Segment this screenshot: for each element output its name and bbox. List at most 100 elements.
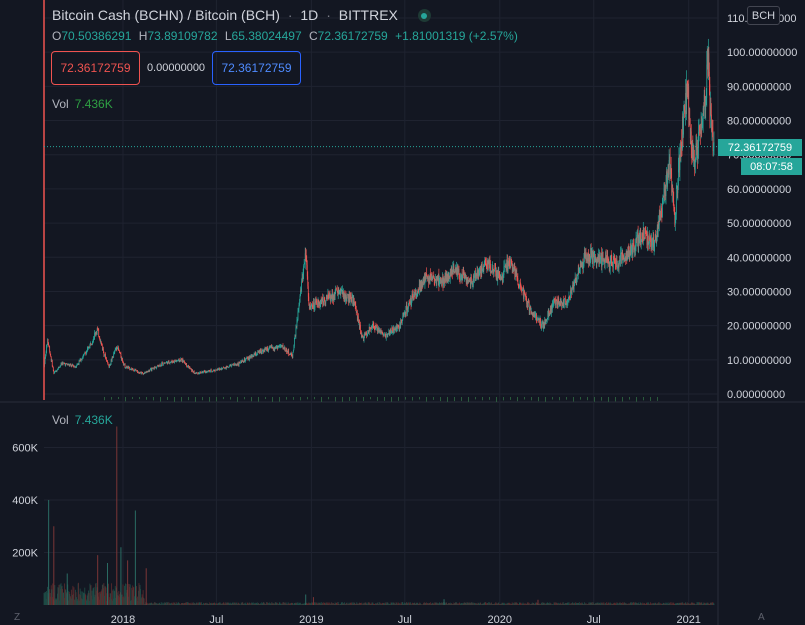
candle-body (163, 363, 165, 364)
volume-bar (607, 603, 609, 605)
volume-bar (491, 602, 492, 605)
volume-bar (596, 603, 598, 605)
candle-body (82, 357, 84, 358)
volume-bar (331, 602, 333, 605)
candle-body (413, 293, 415, 297)
buy-button[interactable]: 72.36172759 (212, 51, 301, 85)
candle-body (649, 237, 651, 241)
candle-body (593, 257, 595, 264)
volume-bar (452, 604, 454, 605)
volume-bar (58, 587, 59, 605)
volume-bar (586, 604, 587, 605)
candle-body (322, 298, 324, 304)
volume-bar (530, 604, 532, 605)
volume-bar (589, 602, 591, 605)
volume-bar (91, 595, 92, 605)
volume-bar (637, 603, 639, 605)
volume-bar (391, 602, 393, 605)
volume-bar (301, 603, 303, 605)
candle-body (319, 303, 321, 308)
candle-body (282, 345, 284, 350)
candle-body (144, 371, 146, 374)
volume-bar (417, 603, 419, 605)
volume-bar (444, 602, 445, 605)
volume-bar (381, 603, 383, 605)
candle-body (678, 168, 679, 186)
candle-body (412, 293, 413, 298)
volume-bar (320, 603, 322, 605)
candle-body (68, 364, 70, 366)
candle-body (280, 345, 281, 347)
candle-body (257, 351, 259, 353)
volume-bar (621, 604, 623, 605)
candle-body (169, 362, 171, 364)
candle-body (709, 71, 710, 85)
overlay-volume-bar (146, 397, 147, 400)
candle-body (564, 298, 566, 300)
candle-body (416, 293, 418, 295)
volume-bar (519, 602, 520, 605)
volume-bar (705, 603, 707, 605)
volume-bar (703, 603, 705, 605)
candle-body (526, 297, 527, 304)
overlay-volume-bar (356, 397, 357, 402)
candle-body (441, 280, 442, 284)
candle-body (302, 277, 303, 279)
volume-bar (219, 602, 221, 605)
candle-body (592, 253, 594, 263)
volume-bar (54, 585, 56, 605)
candle-body (177, 359, 179, 361)
symbol-header[interactable]: Bitcoin Cash (BCHN) / Bitcoin (BCH) · 1D… (52, 7, 435, 23)
candle-body (64, 363, 65, 364)
volume-bar (306, 602, 308, 605)
candle-body (409, 302, 410, 303)
auto-scale-icon[interactable]: A (758, 612, 765, 623)
candle-body (373, 325, 375, 328)
volume-bar (279, 602, 281, 605)
volume-bar (645, 603, 647, 605)
volume-bar (549, 602, 551, 605)
volume-bar (237, 603, 238, 605)
volume-bar (381, 603, 382, 605)
volume-bar (388, 604, 390, 605)
candle-body (255, 352, 256, 356)
volume-bar (393, 602, 395, 605)
volume-bar (205, 602, 207, 605)
volume-bar (554, 602, 555, 605)
candle-body (498, 272, 500, 273)
candle-body (290, 353, 292, 355)
volume-bar (212, 603, 214, 605)
volume-bar (91, 590, 93, 605)
volume-bar (367, 604, 369, 605)
volume-bar (593, 603, 595, 605)
volume-bar (177, 602, 179, 605)
candle-body (491, 271, 492, 272)
volume-bar (626, 604, 628, 605)
volume-bar (207, 604, 209, 605)
volume-bar (689, 603, 691, 605)
candle-body (216, 369, 217, 371)
volume-bar (77, 599, 78, 605)
currency-tag[interactable]: BCH (747, 6, 780, 25)
candle-body (645, 231, 647, 233)
candle-body (234, 363, 235, 365)
sell-button[interactable]: 72.36172759 (51, 51, 140, 85)
volume-bar (278, 603, 280, 605)
candle-body (314, 307, 315, 309)
overlay-volume-bar (188, 397, 189, 401)
candle-body (193, 371, 195, 373)
overlay-volume-bar (384, 397, 385, 401)
volume-bar (627, 603, 629, 605)
candle-body (648, 242, 650, 244)
candle-body (380, 330, 382, 333)
volume-bar (628, 603, 630, 605)
volume-bar (594, 603, 596, 605)
overlay-volume-bar (195, 397, 196, 402)
market-open-dot-icon[interactable] (417, 9, 431, 22)
overlay-volume-bar (111, 397, 112, 400)
volume-bar (175, 602, 177, 605)
zoom-icon[interactable]: Z (14, 612, 21, 623)
candle-body (515, 270, 517, 276)
candle-body (617, 264, 619, 268)
